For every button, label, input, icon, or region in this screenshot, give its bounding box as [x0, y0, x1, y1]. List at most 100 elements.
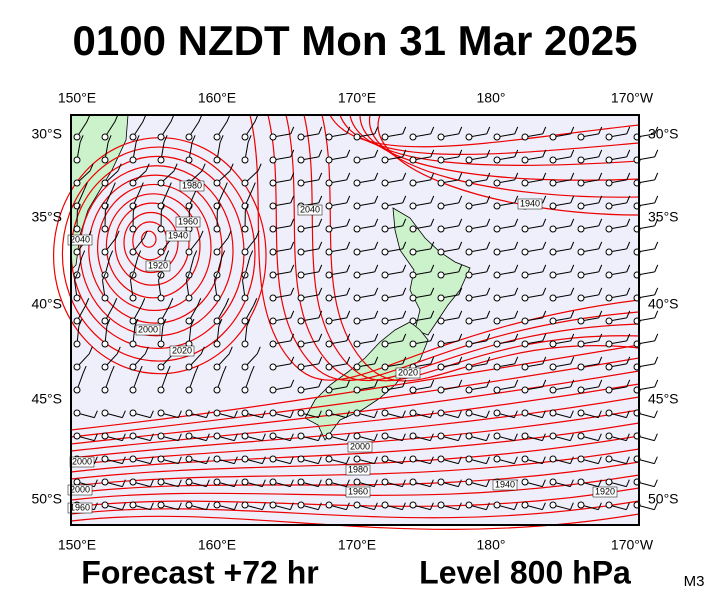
station — [409, 432, 417, 440]
station — [409, 501, 417, 509]
station — [577, 501, 585, 509]
barb-flag — [318, 287, 323, 296]
barb-flag — [290, 287, 295, 296]
station — [409, 248, 417, 256]
station — [213, 386, 221, 394]
barb-flag — [542, 218, 547, 227]
barb-flag — [542, 149, 547, 158]
barb-flag — [318, 218, 323, 227]
barb-flag — [570, 126, 575, 135]
station — [269, 179, 277, 187]
station — [325, 317, 333, 325]
level-label: Level 800 hPa — [419, 554, 631, 590]
barb-flag — [486, 264, 491, 273]
station — [241, 363, 249, 371]
lon-label-top: 170°E — [338, 90, 376, 106]
station — [101, 455, 109, 463]
barb-flag — [114, 114, 119, 123]
barb-flag — [570, 241, 575, 250]
barb-flag — [374, 241, 379, 250]
contour — [70, 383, 640, 452]
barb-flag — [597, 433, 602, 441]
station — [241, 386, 249, 394]
station — [213, 179, 221, 187]
barb-flag — [78, 318, 83, 327]
barb-flag — [653, 433, 658, 441]
station — [325, 432, 333, 440]
barb-flag — [430, 241, 435, 250]
station — [381, 225, 389, 233]
station — [493, 432, 501, 440]
barb-flag — [177, 410, 182, 418]
barb-flag — [402, 264, 407, 273]
barb-flag — [198, 114, 203, 123]
contour-label: 2020 — [172, 345, 192, 355]
barb-flag — [654, 241, 659, 250]
barb-flag — [290, 149, 295, 158]
lon-label-bottom: 170°E — [338, 537, 376, 553]
station — [213, 225, 221, 233]
station — [493, 455, 501, 463]
barb-flag — [205, 502, 210, 510]
barb-flag — [486, 172, 491, 181]
barb-flag — [219, 135, 224, 143]
barb-flag — [345, 456, 350, 464]
station — [493, 409, 501, 417]
station — [549, 179, 557, 187]
station — [381, 179, 389, 187]
barb-flag — [598, 264, 603, 273]
station — [493, 363, 501, 371]
station — [437, 455, 445, 463]
station — [73, 294, 81, 302]
station — [269, 248, 277, 256]
station — [241, 133, 249, 141]
station — [437, 225, 445, 233]
contour-label-box — [165, 230, 191, 242]
station — [101, 501, 109, 509]
station — [549, 156, 557, 164]
station — [437, 294, 445, 302]
station — [157, 501, 165, 509]
station — [297, 133, 305, 141]
lon-label-bottom: 170°W — [611, 537, 654, 553]
barb-flag — [542, 264, 547, 273]
barb-flag — [247, 135, 252, 143]
barb-flag — [513, 433, 518, 441]
station — [549, 409, 557, 417]
station — [381, 156, 389, 164]
station — [605, 271, 613, 279]
contour-label-box — [145, 260, 171, 272]
station — [549, 501, 557, 509]
station — [409, 294, 417, 302]
barb-flag — [318, 172, 323, 181]
barb-flag — [149, 410, 154, 418]
contour — [70, 448, 640, 487]
barb-flag — [458, 195, 463, 204]
barb-flag — [654, 126, 659, 135]
barb-flag — [458, 333, 463, 342]
station — [437, 501, 445, 509]
station — [493, 386, 501, 394]
barb-flag — [430, 310, 435, 319]
barb-flag — [177, 502, 182, 510]
contour — [369, 114, 640, 198]
station — [157, 179, 165, 187]
barb-flag — [514, 241, 519, 250]
station — [297, 363, 305, 371]
barb-flag — [654, 310, 659, 319]
station — [269, 294, 277, 302]
station — [437, 271, 445, 279]
barb-flag — [135, 135, 140, 143]
station — [297, 179, 305, 187]
barb-flag — [625, 456, 630, 464]
station — [297, 455, 305, 463]
barb-flag — [514, 333, 519, 342]
barb-flag — [542, 379, 547, 388]
station — [465, 179, 473, 187]
barb-flag — [173, 163, 178, 171]
station — [241, 294, 249, 302]
barb-flag — [654, 356, 659, 365]
station — [409, 225, 417, 233]
barb-flag — [653, 479, 658, 487]
barb-flag — [158, 272, 162, 281]
